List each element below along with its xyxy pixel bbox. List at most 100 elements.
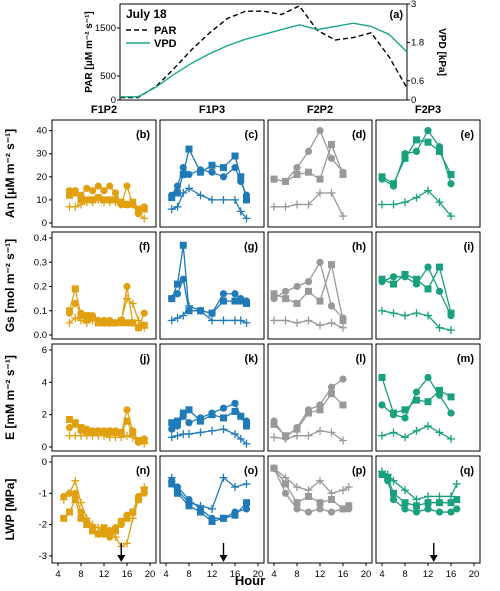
marker-circle: [424, 127, 432, 135]
panel-label: (k): [245, 353, 259, 365]
marker-square: [185, 307, 193, 315]
x-tick-label: 12: [207, 569, 218, 580]
series-line-plus: [171, 476, 247, 510]
marker-circle: [447, 409, 455, 417]
marker-circle: [208, 168, 216, 176]
marker-square: [237, 297, 245, 305]
top-left-tick-label: 1500: [95, 23, 116, 34]
marker-circle: [327, 508, 336, 516]
y-tick-label: 0.2: [34, 282, 47, 293]
panel-frame: [375, 343, 481, 452]
marker-square: [220, 514, 227, 522]
y-tick-label: 30: [36, 149, 47, 160]
marker-square: [129, 428, 137, 436]
marker-square: [413, 275, 420, 283]
marker-square: [208, 517, 216, 525]
marker-plus: [173, 202, 182, 211]
marker-plus: [185, 430, 193, 439]
x-tick-label: 4: [271, 569, 276, 580]
marker-square: [208, 411, 216, 419]
marker-plus: [134, 209, 143, 218]
panel-3-1: (o) 4 8 12 16 20: [159, 455, 265, 580]
panel-frame: [375, 119, 481, 228]
column-header-f1p2: F1P2: [91, 104, 117, 116]
marker-plus: [304, 431, 313, 440]
marker-square: [447, 393, 455, 401]
marker-square: [237, 412, 245, 420]
marker-plus: [316, 476, 324, 485]
marker-plus: [77, 498, 85, 507]
marker-plus: [435, 198, 444, 207]
marker-square: [413, 502, 420, 510]
marker-plus: [123, 294, 131, 303]
marker-plus: [242, 318, 251, 327]
marker-square: [436, 263, 443, 271]
marker-square: [270, 420, 278, 428]
y-tick-label: 20: [36, 172, 47, 183]
marker-plus: [59, 495, 68, 504]
marker-circle: [339, 375, 347, 383]
marker-square: [208, 309, 216, 317]
panel-label: (q): [460, 465, 474, 477]
marker-plus: [88, 520, 97, 529]
marker-square: [231, 511, 239, 519]
y-tick-label: -3: [39, 551, 47, 562]
marker-plus: [316, 426, 324, 435]
marker-circle: [389, 273, 398, 281]
marker-circle: [88, 187, 97, 195]
marker-plus: [316, 188, 324, 197]
marker-plus: [140, 483, 149, 492]
marker-plus: [208, 316, 216, 325]
panel-3-0: -3 -2 -1 0 (n) 4 8 12 16 20: [39, 455, 157, 580]
marker-plus: [389, 200, 398, 209]
marker-plus: [140, 439, 149, 448]
marker-square: [185, 406, 193, 414]
marker-plus: [339, 436, 347, 445]
marker-circle: [123, 182, 131, 190]
marker-square: [401, 270, 409, 278]
top-left-tick-label: 500: [100, 71, 116, 82]
marker-square: [378, 173, 386, 181]
marker-plus: [327, 428, 336, 437]
marker-circle: [316, 127, 324, 135]
marker-plus: [452, 479, 461, 488]
marker-square: [328, 390, 335, 398]
marker-plus: [128, 433, 137, 442]
marker-square: [316, 406, 324, 414]
panel-0-1: (c): [159, 119, 265, 228]
marker-plus: [378, 200, 386, 209]
marker-plus: [71, 202, 80, 211]
marker-square: [401, 499, 409, 507]
marker-square: [339, 171, 347, 178]
marker-square: [390, 489, 397, 497]
row-ylabel-2: E [mM m⁻² s⁻¹]: [3, 355, 17, 440]
marker-plus: [111, 198, 120, 207]
marker-plus: [293, 200, 301, 209]
panel-label: (m): [457, 353, 474, 365]
marker-circle: [219, 404, 228, 412]
panel-1-3: (i): [375, 231, 481, 340]
marker-plus: [167, 316, 176, 325]
marker-square: [140, 205, 148, 213]
marker-circle: [401, 414, 409, 422]
marker-square: [424, 285, 432, 293]
x-axis-label: Hour: [235, 573, 265, 588]
marker-square: [77, 424, 85, 432]
marker-circle: [293, 505, 301, 513]
marker-square: [220, 164, 227, 172]
marker-plus: [82, 514, 91, 523]
marker-square: [66, 191, 73, 199]
marker-plus: [82, 318, 91, 327]
marker-plus: [219, 425, 228, 434]
marker-circle: [123, 406, 131, 414]
marker-plus: [447, 492, 455, 501]
marker-square: [293, 499, 301, 507]
panel-frame: [51, 231, 157, 340]
x-tick-label: 16: [230, 569, 241, 580]
marker-square: [282, 295, 289, 303]
marker-plus: [71, 314, 80, 323]
marker-square: [100, 524, 108, 532]
x-tick-label: 12: [99, 569, 110, 580]
marker-plus: [65, 318, 74, 327]
marker-plus: [389, 428, 398, 437]
